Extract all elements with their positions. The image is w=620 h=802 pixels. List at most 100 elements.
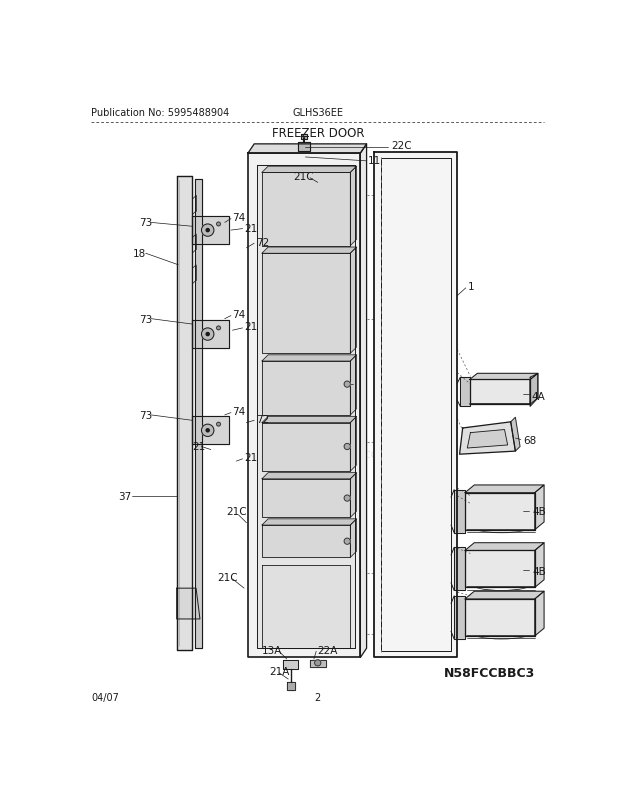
Polygon shape: [470, 374, 538, 380]
Polygon shape: [470, 380, 530, 405]
Polygon shape: [460, 378, 470, 407]
Text: 21C: 21C: [293, 172, 314, 182]
Polygon shape: [262, 248, 356, 254]
Circle shape: [216, 423, 221, 427]
Text: 73: 73: [140, 411, 153, 420]
Circle shape: [216, 223, 221, 227]
Circle shape: [314, 660, 321, 666]
Text: eReplacementParts.com: eReplacementParts.com: [246, 448, 389, 460]
Polygon shape: [459, 423, 515, 455]
Text: 21: 21: [244, 322, 257, 332]
Circle shape: [206, 429, 210, 432]
Polygon shape: [262, 519, 356, 525]
Text: 73: 73: [140, 218, 153, 228]
Polygon shape: [262, 565, 350, 648]
Polygon shape: [530, 374, 538, 407]
Text: Publication No: 5995488904: Publication No: 5995488904: [92, 108, 229, 118]
Polygon shape: [310, 660, 326, 667]
Polygon shape: [262, 423, 350, 472]
Polygon shape: [465, 543, 544, 551]
Polygon shape: [350, 417, 356, 472]
Circle shape: [344, 382, 350, 387]
Polygon shape: [350, 355, 356, 415]
Polygon shape: [465, 551, 534, 588]
Text: 21: 21: [244, 224, 257, 233]
Polygon shape: [192, 417, 229, 444]
Polygon shape: [454, 490, 465, 533]
Polygon shape: [262, 254, 350, 354]
Circle shape: [202, 329, 214, 341]
Polygon shape: [283, 660, 298, 669]
Text: 2: 2: [314, 693, 321, 703]
Polygon shape: [350, 473, 356, 517]
Polygon shape: [262, 167, 356, 173]
Text: GLHS36EE: GLHS36EE: [292, 108, 343, 118]
Text: 21C: 21C: [226, 507, 247, 516]
Polygon shape: [298, 143, 310, 152]
Text: 74: 74: [232, 407, 246, 416]
Polygon shape: [360, 144, 366, 658]
Text: 72: 72: [255, 415, 269, 424]
Circle shape: [202, 424, 214, 437]
Polygon shape: [192, 217, 229, 245]
Polygon shape: [511, 418, 520, 452]
Polygon shape: [350, 167, 356, 246]
Text: 22C: 22C: [391, 141, 412, 152]
Polygon shape: [350, 519, 356, 557]
Circle shape: [344, 444, 350, 450]
Polygon shape: [177, 589, 200, 619]
Text: 74: 74: [232, 213, 246, 223]
Text: N58FCCBBC3: N58FCCBBC3: [443, 666, 534, 679]
Circle shape: [202, 225, 214, 237]
Polygon shape: [374, 152, 458, 658]
Polygon shape: [534, 592, 544, 636]
Polygon shape: [534, 485, 544, 530]
Circle shape: [344, 496, 350, 501]
Polygon shape: [262, 355, 356, 362]
Text: 4B: 4B: [533, 507, 546, 516]
Polygon shape: [454, 548, 465, 591]
Circle shape: [206, 229, 210, 233]
Text: 68: 68: [523, 435, 536, 446]
Text: 22A: 22A: [317, 645, 338, 655]
Text: 4B: 4B: [533, 566, 546, 577]
Polygon shape: [177, 177, 192, 650]
Polygon shape: [286, 683, 294, 690]
Polygon shape: [467, 430, 508, 448]
Polygon shape: [262, 417, 356, 423]
Polygon shape: [262, 173, 350, 246]
Circle shape: [206, 333, 210, 336]
Text: 37: 37: [118, 491, 131, 501]
Polygon shape: [248, 144, 366, 154]
Polygon shape: [534, 543, 544, 588]
Polygon shape: [454, 596, 465, 639]
Circle shape: [216, 326, 221, 330]
Polygon shape: [465, 592, 544, 599]
Polygon shape: [248, 154, 360, 658]
Polygon shape: [192, 321, 229, 349]
Text: 18: 18: [133, 249, 146, 259]
Polygon shape: [301, 135, 307, 140]
Polygon shape: [262, 525, 350, 557]
Text: 04/07: 04/07: [92, 693, 119, 703]
Text: 72: 72: [255, 237, 269, 247]
Polygon shape: [465, 493, 534, 530]
Polygon shape: [257, 165, 355, 648]
Text: 13A: 13A: [262, 645, 282, 655]
Text: 1: 1: [467, 282, 474, 292]
Polygon shape: [465, 485, 544, 493]
Text: 74: 74: [232, 310, 246, 320]
Polygon shape: [262, 362, 350, 415]
Text: 21C: 21C: [217, 572, 237, 582]
Text: 4A: 4A: [532, 391, 546, 401]
Text: 11: 11: [368, 156, 381, 166]
Text: 21: 21: [192, 441, 205, 452]
Polygon shape: [195, 180, 202, 648]
Text: FREEZER DOOR: FREEZER DOOR: [272, 127, 364, 140]
Polygon shape: [262, 480, 350, 517]
Polygon shape: [350, 248, 356, 354]
Polygon shape: [262, 473, 356, 480]
Polygon shape: [465, 599, 534, 636]
Text: 21A: 21A: [270, 666, 290, 676]
Text: 21: 21: [244, 452, 257, 463]
